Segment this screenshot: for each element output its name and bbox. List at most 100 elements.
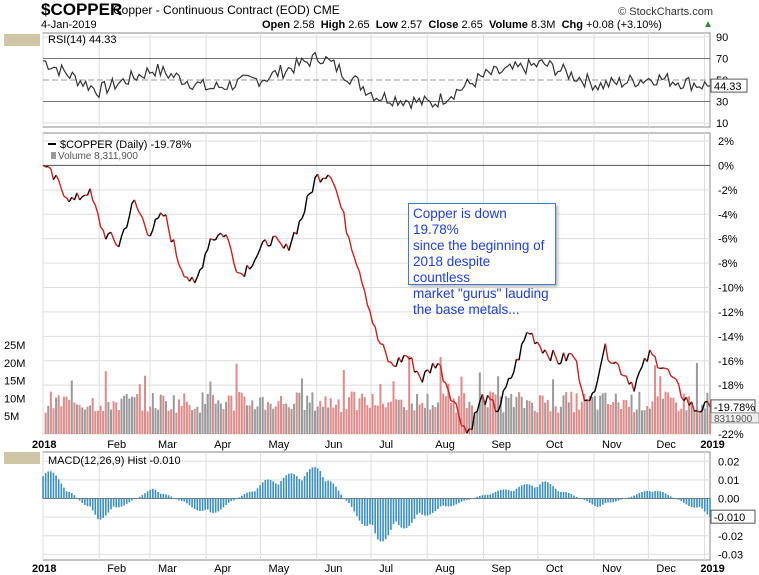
macd-hist-bar (513, 490, 515, 499)
volume-bar (280, 396, 283, 434)
macd-hist-bar (285, 475, 288, 499)
price-segment (330, 177, 334, 184)
macd-hist-bar (264, 479, 267, 499)
volume-bar (567, 402, 570, 434)
volume-bar (706, 392, 709, 434)
volume-bar (172, 395, 175, 434)
price-segment (311, 177, 316, 193)
volume-bar (138, 383, 141, 434)
macd-hist-bar (350, 498, 353, 507)
volume-bar (62, 396, 65, 434)
price-segment (447, 390, 452, 402)
price-segment (298, 218, 303, 222)
volume-bar (690, 401, 693, 434)
macd-hist-bar (429, 498, 431, 515)
price-segment (667, 368, 672, 377)
price-segment (665, 367, 669, 370)
annotation-line: Copper is down 19.78% (413, 206, 507, 237)
volume-bar (293, 403, 296, 434)
volume-bar (436, 402, 439, 434)
volume-bar (389, 401, 392, 434)
macd-hist-bar (703, 498, 706, 512)
macd-hist-bar (609, 498, 612, 503)
volume-bar (533, 410, 536, 434)
volume-bar (73, 402, 76, 434)
macd-hist-bar (523, 484, 526, 499)
volume-bar (355, 410, 358, 434)
volume-tick-label: 10M (4, 393, 25, 405)
macd-hist-bar (227, 498, 230, 503)
macd-hist-bar (685, 498, 688, 505)
month-label-bottom: Aug (435, 563, 455, 575)
volume-bar (337, 399, 340, 434)
price-segment (133, 199, 138, 209)
price-segment (79, 196, 83, 201)
volume-bar (382, 403, 385, 434)
macd-hist-bar (274, 483, 277, 499)
macd-hist-bar (144, 493, 146, 499)
volume-bar (442, 393, 445, 434)
macd-hist-bar (209, 498, 212, 513)
up-arrow-icon: ▲ (703, 19, 713, 30)
price-segment (309, 191, 313, 195)
macd-hist-bar (170, 496, 172, 499)
volume-bar (308, 402, 311, 434)
volume-bar (191, 409, 194, 434)
price-segment (620, 373, 625, 377)
macd-hist-bar (662, 492, 664, 499)
volume-bar (243, 396, 246, 434)
macd-hist-bar (81, 498, 84, 504)
rsi-tick-label: 70 (716, 54, 728, 66)
volume-bar (55, 397, 58, 434)
macd-hist-bar (594, 498, 596, 506)
macd-hist-bar (484, 494, 486, 499)
macd-hist-bar (256, 488, 259, 499)
price-segment (149, 229, 154, 237)
price-segment (285, 243, 290, 251)
macd-hist-bar (565, 492, 567, 499)
macd-hist-bar (115, 498, 118, 508)
macd-hist-bar (672, 497, 675, 499)
volume-bar (342, 369, 345, 434)
volume-bar (159, 394, 162, 434)
volume-bar (175, 412, 178, 434)
volume-bar (400, 399, 403, 434)
macd-hist-bar (52, 472, 55, 499)
price-segment (210, 238, 214, 241)
macd-hist-bar (554, 488, 557, 499)
macd-hist-bar (280, 481, 282, 499)
macd-hist-bar (635, 494, 638, 499)
volume-bar (620, 409, 623, 434)
macd-hist-bar (251, 491, 254, 499)
volume-bar (546, 399, 549, 434)
macd-hist-bar (567, 492, 570, 499)
volume-bar (455, 412, 458, 434)
macd-hist-bar (225, 498, 227, 505)
volume-bar (444, 396, 447, 434)
volume-bar (667, 392, 670, 434)
macd-hist-bar (128, 498, 131, 503)
price-segment (539, 345, 544, 354)
volume-bar (321, 406, 324, 434)
volume-legend-swatch (51, 152, 56, 159)
volume-bar (246, 405, 249, 434)
macd-hist-bar (434, 498, 437, 512)
macd-hist-bar (141, 495, 144, 499)
volume-bar (319, 401, 322, 434)
macd-hist-bar (73, 495, 76, 499)
macd-hist-bar (646, 490, 649, 499)
price-segment (471, 412, 476, 430)
price-segment (596, 367, 601, 381)
macd-hist-bar (89, 498, 91, 507)
macd-hist-bar (306, 472, 308, 499)
macd-hist-bar (154, 489, 157, 499)
price-segment (58, 180, 62, 189)
volume-bar (266, 401, 269, 434)
volume-bar (209, 381, 212, 434)
volume-tick-label: 20M (4, 358, 25, 370)
volume-bar (96, 410, 99, 434)
macd-hist-bar (709, 498, 711, 517)
price-segment (92, 199, 96, 206)
price-value-badge-text: -19.78% (714, 402, 755, 414)
volume-bar (259, 397, 262, 434)
